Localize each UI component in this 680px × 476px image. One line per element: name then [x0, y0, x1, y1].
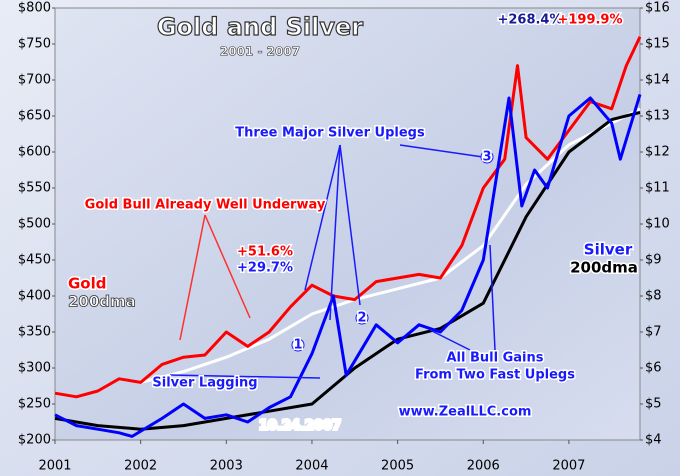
series-line	[54, 36, 642, 399]
chart-subtitle: 2001 - 2007	[220, 45, 300, 59]
annotation: 10.24.2007	[259, 419, 341, 434]
annotation: 3	[482, 150, 491, 165]
arrows	[169, 144, 496, 379]
plot-area	[54, 7, 641, 441]
series-line	[140, 107, 641, 384]
x-tick-label: 2006	[467, 459, 500, 474]
annotation: +29.7%	[237, 261, 293, 276]
arrows-red	[179, 214, 251, 341]
x-tick-label: 2003	[210, 459, 243, 474]
y-tick-label: $500	[18, 217, 51, 232]
annotation: +199.9%	[557, 13, 622, 28]
legend-label: Gold	[68, 275, 107, 293]
annotation: Gold Bull Already Well Underway	[85, 198, 326, 213]
y2-tick-label: $7	[645, 325, 662, 340]
marker-circle	[480, 150, 494, 164]
y-tick-label: $200	[18, 433, 51, 448]
marker-circle	[291, 338, 305, 352]
y2-tick-label: $9	[645, 253, 662, 268]
legend-label: 200dma	[68, 293, 136, 311]
series-line	[54, 110, 641, 431]
y-tick-label: $550	[18, 181, 51, 196]
y2-tick-label: $6	[645, 361, 662, 376]
y-tick-label: $450	[18, 253, 51, 268]
annotation: All Bull Gains	[447, 351, 544, 366]
legend-label: 200dma	[570, 259, 638, 277]
x-tick-label: 2002	[124, 459, 157, 474]
annotation: Three Major Silver Uplegs	[235, 126, 425, 141]
annotation: +268.4%	[497, 13, 562, 28]
annotation: From Two Fast Uplegs	[415, 368, 575, 383]
y2-tick-label: $5	[645, 397, 662, 412]
x-tick-label: 2004	[295, 459, 328, 474]
y2-tick-label: $15	[645, 37, 670, 52]
annotation: www.ZealLLC.com	[399, 405, 532, 420]
y-tick-label: $600	[18, 145, 51, 160]
y-tick-label: $400	[18, 289, 51, 304]
y2-tick-label: $13	[645, 109, 670, 124]
marker-circle	[355, 311, 369, 325]
y2-tick-label: $11	[645, 181, 670, 196]
annotation: +51.6%	[237, 245, 293, 260]
x-tick-label: 2001	[38, 459, 71, 474]
y-tick-label: $800	[18, 1, 51, 16]
chart-title: Gold and Silver	[157, 13, 363, 41]
y-tick-label: $250	[18, 397, 51, 412]
y2-tick-label: $14	[645, 73, 670, 88]
y-tick-label: $350	[18, 325, 51, 340]
y-tick-label: $700	[18, 73, 51, 88]
y2-tick-label: $4	[645, 433, 662, 448]
x-tick-label: 2005	[381, 459, 414, 474]
y2-tick-label: $8	[645, 289, 662, 304]
y2-tick-label: $12	[645, 145, 670, 160]
legend-label: Silver	[584, 241, 633, 259]
annotation: 2	[357, 311, 366, 326]
y-tick-label: $650	[18, 109, 51, 124]
y2-tick-label: $10	[645, 217, 670, 232]
y2-tick-label: $16	[645, 1, 670, 16]
x-tick-label: 2007	[552, 459, 585, 474]
annotation: 1	[293, 338, 302, 353]
y-tick-label: $750	[18, 37, 51, 52]
annotation: Silver Lagging	[152, 376, 257, 391]
series-line	[54, 93, 642, 438]
y-tick-label: $300	[18, 361, 51, 376]
